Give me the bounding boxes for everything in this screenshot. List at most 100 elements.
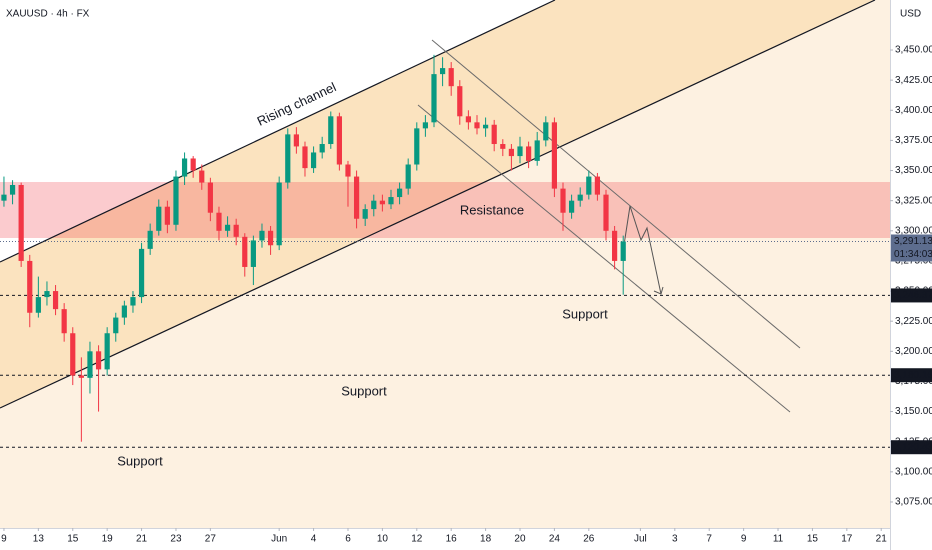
candle-body: [113, 317, 119, 334]
x-tick-label: 6: [345, 534, 351, 545]
x-tick-label: 13: [33, 534, 45, 545]
candle-body: [147, 230, 153, 249]
candle-body: [104, 333, 110, 370]
candle-body: [517, 146, 523, 157]
candle-body: [482, 124, 489, 129]
candle-body: [1, 194, 7, 201]
candle-body: [95, 351, 102, 370]
candle-body: [620, 241, 626, 261]
resistance-zone: [0, 182, 890, 238]
candle-body: [181, 158, 188, 177]
x-tick-label: 4: [311, 534, 317, 545]
lower-zone: [0, 0, 890, 528]
candle-body: [242, 236, 248, 267]
arrow-head: [653, 286, 664, 295]
candle-body: [35, 297, 41, 313]
candle-body: [18, 184, 24, 261]
last-price-tag: [891, 234, 932, 262]
y-tick-label: 3,325.00: [895, 195, 932, 206]
candle-body: [448, 68, 454, 87]
y-tick-label: 3,425.00: [895, 75, 932, 86]
candle-body: [156, 206, 162, 231]
candle-body: [52, 291, 59, 310]
candle-body: [130, 297, 136, 306]
level-price-label: 3,180.16: [894, 370, 932, 381]
y-tick-label: 3,375.00: [895, 135, 932, 146]
candle-body: [594, 176, 601, 195]
candle-body: [44, 291, 50, 298]
levels: [0, 240, 890, 448]
y-tick-label: 3,400.00: [895, 105, 932, 116]
countdown-label: 01:34:03: [894, 249, 932, 260]
x-tick-label: 15: [807, 534, 819, 545]
candle-body: [207, 182, 213, 213]
candle-body: [190, 158, 196, 171]
descending-lower: [417, 104, 791, 413]
x-tick-label: 21: [136, 534, 148, 545]
candle-body: [500, 144, 506, 149]
candle-body: [457, 86, 463, 117]
annotation: Support: [562, 306, 608, 321]
x-tick-label: Jul: [634, 534, 647, 545]
candle-body: [345, 164, 351, 177]
candle-body: [612, 230, 618, 261]
candle-body: [577, 194, 583, 201]
candle-body: [276, 182, 282, 246]
x-tick-label: 9: [1, 534, 7, 545]
projection-arrow: [623, 205, 662, 295]
level-price-tag: [891, 288, 932, 303]
candle-body: [543, 122, 549, 141]
chart-title: XAUUSD · 4h · FX: [6, 9, 90, 20]
candle-body: [164, 206, 170, 225]
x-tick-label: 7: [706, 534, 712, 545]
candle-body: [388, 197, 394, 205]
y-tick-label: 3,450.00: [895, 45, 932, 56]
candle-body: [138, 248, 145, 298]
candle-body: [405, 164, 411, 189]
x-tick-label: 3: [672, 534, 678, 545]
candle-body: [569, 200, 575, 213]
x-tick-label: 18: [480, 534, 492, 545]
candle-body: [371, 200, 377, 210]
x-tick-label: 16: [446, 534, 458, 545]
candle-body: [293, 134, 299, 147]
candle-body: [70, 333, 76, 376]
y-axis-label: USD: [900, 9, 921, 20]
channel-lower: [0, 0, 876, 409]
x-tick-label: 10: [377, 534, 389, 545]
candle-body: [199, 170, 205, 183]
channel-upper: [0, 0, 556, 263]
candle-body: [586, 176, 592, 195]
level-price-tag: [891, 440, 932, 455]
x-tick-label: 9: [741, 534, 747, 545]
x-tick-label: 15: [67, 534, 79, 545]
x-tick-label: 11: [773, 534, 784, 545]
candle-body: [224, 224, 231, 231]
candle-body: [551, 122, 558, 189]
candle-body: [319, 144, 325, 153]
y-tick-label: 3,075.00: [895, 497, 932, 508]
time-axis: [0, 528, 890, 550]
annotation: Resistance: [460, 202, 524, 217]
plot-area: [0, 0, 890, 528]
candle-body: [491, 124, 497, 145]
candle-body: [603, 194, 609, 231]
candle-body: [379, 200, 385, 205]
candle-body: [61, 309, 67, 334]
y-tick-label: 3,350.00: [895, 165, 932, 176]
candle-body: [474, 122, 480, 129]
x-tick-label: 24: [549, 534, 561, 545]
candle-body: [9, 184, 16, 195]
x-tick-label: 21: [876, 534, 888, 545]
candle-body: [310, 152, 317, 169]
candle-body: [439, 68, 446, 75]
candle-body: [465, 116, 471, 123]
candle-body: [422, 122, 428, 129]
level-price-tag: [891, 368, 932, 383]
x-tick-label: 20: [514, 534, 526, 545]
price-axis: [890, 0, 932, 550]
level-price-label: 3,246.37: [894, 290, 932, 301]
candle-body: [259, 230, 265, 241]
x-tick-label: 27: [205, 534, 217, 545]
